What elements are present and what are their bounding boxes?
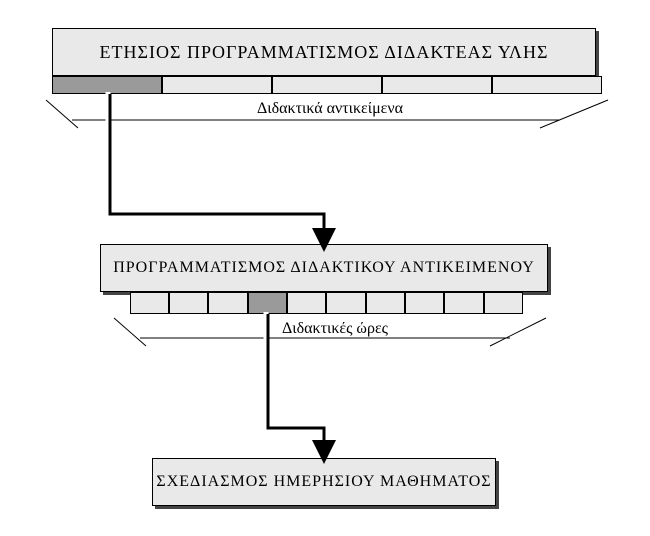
bar2-cell-7 [405, 292, 444, 314]
bar2-cell-8 [444, 292, 484, 314]
bar1-cell-4 [492, 76, 602, 94]
bar1-cell-3 [382, 76, 492, 94]
box3-title: ΣΧΕΔΙΑΣΜΟΣ ΗΜΕΡΗΣΙΟΥ ΜΑΘΗΜΑΤΟΣ [156, 473, 491, 491]
bar2-cell-2 [208, 292, 248, 314]
bar2-cell-9 [484, 292, 523, 314]
bar2-cell-3 [248, 292, 287, 314]
bar2-cell-0 [130, 292, 169, 314]
bar2-cell-4 [287, 292, 326, 314]
bar2-cell-5 [326, 292, 366, 314]
box-daily-lesson: ΣΧΕΔΙΑΣΜΟΣ ΗΜΕΡΗΣΙΟΥ ΜΑΘΗΜΑΤΟΣ [152, 458, 496, 506]
diagram-stage: ΕΤΗΣΙΟΣ ΠΡΟΓΡΑΜΜΑΤΙΣΜΟΣ ΔΙΔΑΚΤΕΑΣ ΥΛΗΣ Δ… [0, 0, 650, 536]
box2-title: ΠΡΟΓΡΑΜΜΑΤΙΣΜΟΣ ΔΙΔΑΚΤΙΚΟΥ ΑΝΤΙΚΕΙΜΕΝΟΥ [113, 259, 535, 277]
bar1-cell-1 [162, 76, 272, 94]
box1-title: ΕΤΗΣΙΟΣ ΠΡΟΓΡΑΜΜΑΤΙΣΜΟΣ ΔΙΔΑΚΤΕΑΣ ΥΛΗΣ [100, 42, 549, 63]
bar2-cell-6 [366, 292, 405, 314]
bar1-cell-0 [52, 76, 162, 94]
bar2-cell-1 [169, 292, 208, 314]
bar1-cell-2 [272, 76, 382, 94]
bar1-label: Διδακτικά αντικείμενα [230, 100, 430, 118]
box-subject-planning: ΠΡΟΓΡΑΜΜΑΤΙΣΜΟΣ ΔΙΔΑΚΤΙΚΟΥ ΑΝΤΙΚΕΙΜΕΝΟΥ [100, 244, 548, 292]
bar2-label: Διδακτικές ώρες [255, 320, 415, 338]
box-annual-planning: ΕΤΗΣΙΟΣ ΠΡΟΓΡΑΜΜΑΤΙΣΜΟΣ ΔΙΔΑΚΤΕΑΣ ΥΛΗΣ [52, 28, 596, 76]
